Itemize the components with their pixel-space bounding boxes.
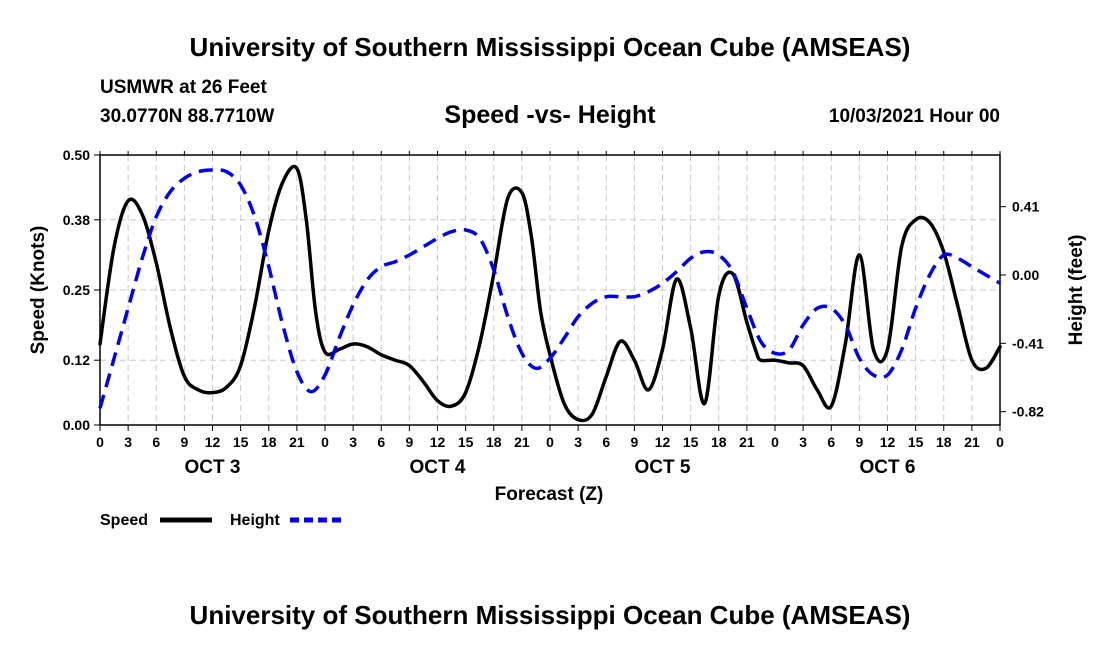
footer-title: University of Southern Mississippi Ocean… <box>189 600 911 630</box>
day-label: OCT 3 <box>185 457 241 478</box>
x-tick-label: 12 <box>880 434 896 450</box>
x-tick-label: 21 <box>739 434 755 450</box>
x-tick-label: 21 <box>514 434 530 450</box>
x-tick-label: 12 <box>655 434 671 450</box>
x-tick-label: 6 <box>377 434 385 450</box>
x-tick-label: 3 <box>349 434 357 450</box>
chart-subtitle: Speed -vs- Height <box>444 101 656 129</box>
x-tick-label: 15 <box>908 434 924 450</box>
x-tick-label: 21 <box>964 434 980 450</box>
series-lines <box>98 164 1002 423</box>
y-left-tick-label: 0.50 <box>63 147 90 163</box>
y-left-tick-label: 0.38 <box>63 212 90 228</box>
y-right-tick-label: -0.82 <box>1012 404 1044 420</box>
forecast-datetime: 10/03/2021 Hour 00 <box>828 106 1000 127</box>
day-label: OCT 6 <box>860 457 916 478</box>
day-label: OCT 5 <box>635 457 691 478</box>
x-tick-label: 6 <box>152 434 160 450</box>
station-label: USMWR at 26 Feet <box>100 77 267 98</box>
x-tick-label: 9 <box>405 434 413 450</box>
x-tick-label: 9 <box>180 434 188 450</box>
x-tick-label: 15 <box>233 434 249 450</box>
x-tick-label: 18 <box>261 434 277 450</box>
axis-ticks: 0 3 6 9 12 15 18 21 0 3 6 9 12 15 18 21 0 3 6 9 12 15 18 21 0 3 6 9… <box>63 147 1044 478</box>
y-left-tick-label: 0.00 <box>63 417 90 433</box>
legend-height-label: Height <box>230 512 280 529</box>
y-right-tick-label: -0.41 <box>1012 335 1044 351</box>
x-tick-label: 3 <box>574 434 582 450</box>
chart-title: University of Southern Mississippi Ocean… <box>189 32 911 62</box>
y-right-tick-label: 0.00 <box>1012 267 1039 283</box>
x-tick-label: 6 <box>602 434 610 450</box>
x-tick-label: 0 <box>546 434 554 450</box>
y-left-tick-label: 0.12 <box>63 352 90 368</box>
y-left-tick-label: 0.25 <box>63 282 90 298</box>
x-tick-label: 15 <box>458 434 474 450</box>
x-tick-label: 0 <box>96 434 104 450</box>
x-tick-label: 18 <box>936 434 952 450</box>
height-series-line <box>98 168 1001 409</box>
x-tick-label: 12 <box>430 434 446 450</box>
x-tick-label: 3 <box>124 434 132 450</box>
y-axis-left-label: Speed (Knots) <box>28 226 49 355</box>
y-right-tick-label: 0.41 <box>1012 199 1039 215</box>
x-tick-label: 9 <box>855 434 863 450</box>
x-tick-label: 0 <box>321 434 329 450</box>
x-tick-label: 0 <box>996 434 1004 450</box>
x-tick-label: 18 <box>486 434 502 450</box>
legend: Speed Height <box>100 512 342 529</box>
speed-series-line <box>98 164 1002 423</box>
x-tick-label: 12 <box>205 434 221 450</box>
x-tick-label: 0 <box>771 434 779 450</box>
x-tick-label: 3 <box>799 434 807 450</box>
station-coordinates: 30.0770N 88.7710W <box>100 106 275 127</box>
legend-speed-label: Speed <box>100 512 148 529</box>
x-tick-label: 6 <box>827 434 835 450</box>
day-label: OCT 4 <box>410 457 466 478</box>
x-tick-label: 15 <box>683 434 699 450</box>
grid-lines <box>100 155 1000 425</box>
y-axis-right-label: Height (feet) <box>1066 235 1087 346</box>
x-tick-label: 9 <box>630 434 638 450</box>
x-axis-label: Forecast (Z) <box>495 484 604 505</box>
x-tick-label: 21 <box>289 434 305 450</box>
x-tick-label: 18 <box>711 434 727 450</box>
